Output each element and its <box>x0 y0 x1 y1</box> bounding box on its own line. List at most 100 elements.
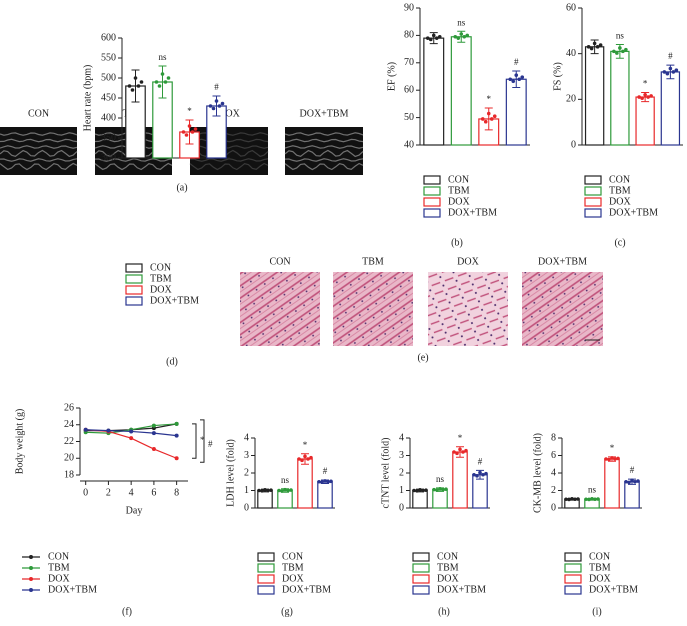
point-decor <box>665 71 670 76</box>
point-decor <box>637 95 641 99</box>
point-decor <box>424 488 428 492</box>
y-axis-label: CK-MB level (fold) <box>532 433 543 513</box>
point-decor <box>598 43 603 47</box>
point <box>106 428 111 433</box>
point-decor <box>166 76 171 80</box>
legend-swatch <box>564 552 582 562</box>
y-tick-label: 2 <box>551 485 556 496</box>
legend-swatch <box>257 563 275 573</box>
point-decor <box>674 68 679 73</box>
point-decor <box>511 79 516 84</box>
point-decor <box>643 92 647 97</box>
panel-label: (h) <box>438 606 450 617</box>
point-decor <box>428 37 433 42</box>
y-tick-label: 80 <box>404 30 414 41</box>
point <box>174 433 179 438</box>
y-tick-label: 500 <box>101 72 116 83</box>
y-axis-label: LDH level (fold) <box>225 439 236 507</box>
legend-label: CON <box>48 551 69 562</box>
y-tick-label: 1 <box>399 485 404 496</box>
significance-label: * <box>303 440 308 450</box>
point-decor <box>190 130 195 134</box>
point-decor <box>480 117 485 121</box>
echo-trace <box>189 149 269 158</box>
point-decor <box>633 479 637 484</box>
panel-label: (f) <box>122 606 132 617</box>
legend-label: DOX+TBM <box>589 584 638 595</box>
echo-trace <box>0 138 78 143</box>
y-axis-label: cTNT level (fold) <box>380 438 391 509</box>
point-decor <box>130 88 135 92</box>
point-decor <box>329 479 333 484</box>
point-decor <box>277 488 281 493</box>
legend-label: TBM <box>437 562 459 573</box>
legend-label: CON <box>609 174 630 185</box>
histology-image <box>240 272 320 346</box>
point-decor <box>612 49 616 54</box>
y-tick-label: 6 <box>551 450 556 461</box>
echo-trace <box>0 158 78 162</box>
y-tick-label: 0 <box>551 502 556 513</box>
point-decor <box>573 497 577 502</box>
y-tick-label: 20 <box>566 94 576 105</box>
y-tick-label: 20 <box>64 453 74 464</box>
point-decor <box>616 456 620 461</box>
image-label: DOX+TBM <box>538 256 587 267</box>
x-tick-label: 4 <box>129 487 134 498</box>
significance-label: * <box>643 79 648 89</box>
significance-label: # <box>630 465 635 475</box>
echo-trace <box>94 162 173 171</box>
legend-swatch <box>412 585 430 595</box>
point-decor <box>300 458 304 463</box>
point-decor <box>441 487 445 492</box>
point-decor <box>618 46 622 50</box>
point-decor <box>624 479 628 484</box>
bar <box>452 451 468 509</box>
point-decor <box>160 72 165 76</box>
significance-label: ns <box>436 474 445 484</box>
y-tick-label: 26 <box>64 402 74 413</box>
image-label: CON <box>28 108 49 119</box>
legend-marker <box>29 555 33 559</box>
y-tick-label: 60 <box>404 84 414 95</box>
error-bar <box>158 65 167 99</box>
panel-label: (e) <box>417 352 428 363</box>
point-decor <box>193 127 198 131</box>
point-decor <box>610 456 614 460</box>
echo-trace <box>0 132 78 136</box>
legend-swatch <box>423 208 441 218</box>
echo-trace <box>284 162 364 171</box>
y-tick-label: 450 <box>101 92 116 103</box>
point-decor <box>576 497 580 501</box>
legend-swatch <box>257 552 275 562</box>
point-decor <box>415 489 419 493</box>
y-tick-label: 2 <box>244 467 249 478</box>
point-decor <box>453 34 458 39</box>
y-tick-label: 40 <box>404 139 414 150</box>
y-tick-label: 40 <box>566 48 576 59</box>
point-decor <box>289 488 293 492</box>
point-decor <box>157 84 162 88</box>
histology-image <box>522 272 603 346</box>
point-decor <box>127 84 132 88</box>
y-tick-label: 1 <box>244 485 249 496</box>
bar <box>450 36 472 146</box>
point-decor <box>464 448 468 453</box>
significance-label: ns <box>281 475 290 485</box>
panel-label: (b) <box>451 237 463 248</box>
bar <box>277 489 293 509</box>
significance-label: # <box>323 466 328 476</box>
point-decor <box>425 36 430 40</box>
x-tick-label: 2 <box>106 487 111 498</box>
legend-swatch <box>423 175 441 185</box>
point-decor <box>154 80 159 84</box>
echo-trace <box>94 158 173 162</box>
point-decor <box>514 73 519 77</box>
point-decor <box>472 472 476 477</box>
point-decor <box>624 47 628 52</box>
point-decor <box>483 119 488 124</box>
panel-label: (g) <box>281 606 293 617</box>
point-decor <box>306 457 310 461</box>
image-label: DOX+TBM <box>300 108 349 119</box>
point-decor <box>181 130 186 134</box>
